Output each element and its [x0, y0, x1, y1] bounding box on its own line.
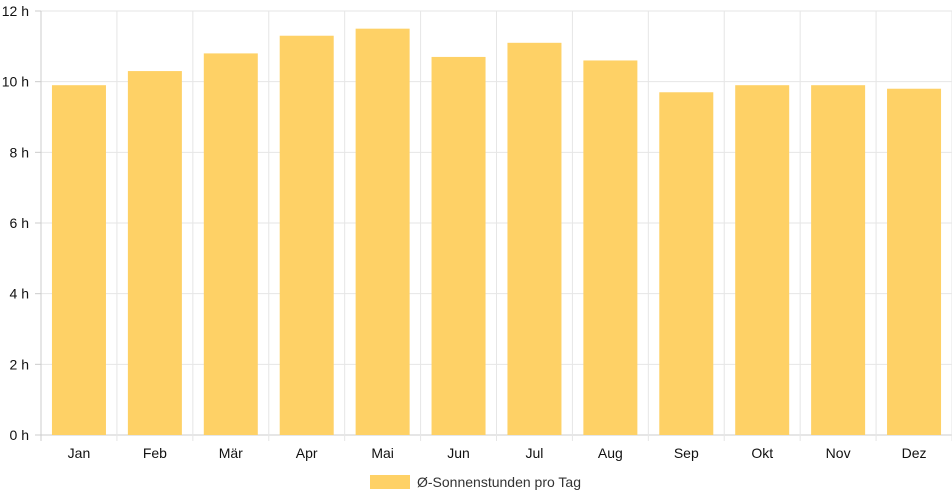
bar-mai[interactable] [355, 28, 410, 436]
bar-jun[interactable] [431, 56, 486, 435]
x-tick-label: Jul [526, 445, 544, 461]
x-axis: Jan Feb Mär Apr Mai Jun Jul Aug Sep Okt Nov Dez [68, 445, 927, 461]
bar-nov[interactable] [811, 85, 866, 435]
y-tick-label: 4 h [10, 286, 29, 302]
y-tick-label: 10 h [2, 74, 29, 90]
y-tick-label: 0 h [10, 427, 29, 443]
bar-dez[interactable] [887, 88, 942, 435]
y-tick-label: 2 h [10, 356, 29, 372]
bars [51, 28, 942, 436]
x-tick-label: Sep [674, 445, 699, 461]
y-tick-label: 8 h [10, 144, 29, 160]
x-tick-label: Dez [902, 445, 927, 461]
x-tick-label: Jan [68, 445, 91, 461]
x-tick-label: Jun [447, 445, 470, 461]
legend-swatch[interactable] [370, 475, 410, 489]
bar-feb[interactable] [127, 71, 182, 436]
x-tick-label: Nov [826, 445, 851, 461]
bar-jul[interactable] [507, 42, 562, 436]
x-tick-label: Mär [219, 445, 243, 461]
legend-label[interactable]: Ø-Sonnenstunden pro Tag [417, 474, 581, 490]
grid-lines [35, 10, 952, 441]
y-tick-label: 6 h [10, 215, 29, 231]
bar-jan[interactable] [51, 85, 106, 435]
bar-mär[interactable] [203, 53, 258, 436]
x-tick-label: Apr [296, 445, 318, 461]
legend[interactable]: Ø-Sonnenstunden pro Tag [370, 474, 581, 490]
bar-aug[interactable] [583, 60, 638, 435]
bar-apr[interactable] [279, 35, 334, 435]
bar-sep[interactable] [659, 92, 714, 436]
y-axis: 0 h 2 h 4 h 6 h 8 h 10 h 12 h [2, 3, 29, 443]
x-tick-label: Okt [751, 445, 773, 461]
y-tick-label: 12 h [2, 3, 29, 19]
x-tick-label: Mai [371, 445, 394, 461]
bar-okt[interactable] [735, 85, 790, 435]
x-tick-label: Feb [143, 445, 167, 461]
x-tick-label: Aug [598, 445, 623, 461]
